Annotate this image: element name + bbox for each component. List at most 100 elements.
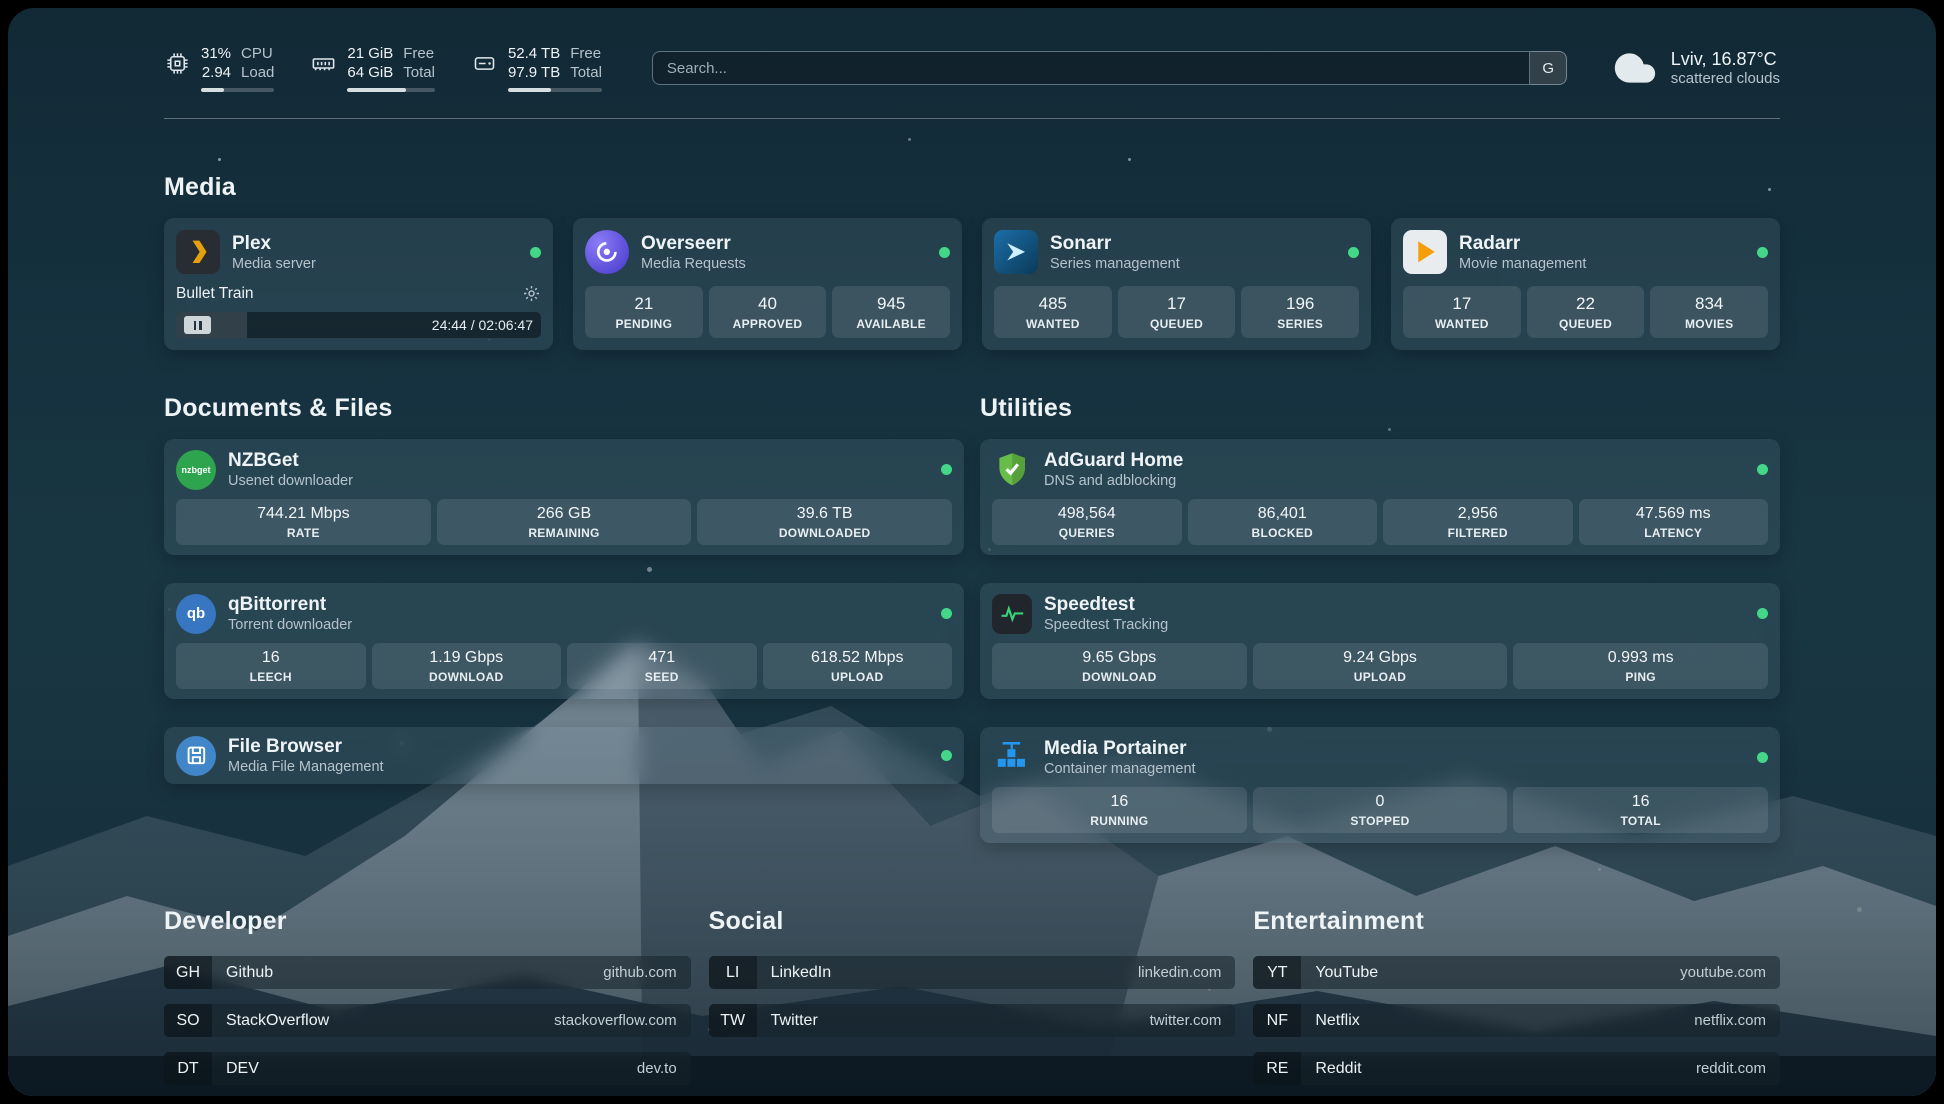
bookmark-dev[interactable]: DT DEV dev.to: [164, 1052, 691, 1085]
disk-total-value: 97.9 TB: [507, 64, 561, 81]
service-description: Container management: [1044, 761, 1196, 777]
stat-upload: 9.24 Gbps UPLOAD: [1252, 643, 1508, 689]
service-name: Radarr: [1459, 232, 1521, 254]
service-card-qbittorrent[interactable]: qb qBittorrent Torrent downloader 16: [164, 583, 964, 699]
sonarr-icon: [994, 230, 1038, 274]
status-dot: [530, 246, 541, 258]
cpu-usage-value: 31%: [201, 45, 232, 62]
stat-approved: 40 APPROVED: [708, 286, 827, 338]
service-description: DNS and adblocking: [1044, 473, 1177, 489]
bookmark-url: reddit.com: [1695, 1060, 1766, 1077]
stat-movies: 834 MOVIES: [1650, 286, 1769, 338]
section-title-documents: Documents & Files: [164, 394, 393, 422]
bookmark-name: Netflix: [1315, 1011, 1360, 1029]
bookmark-netflix[interactable]: NF Netflix netflix.com: [1253, 1004, 1780, 1037]
stat-wanted: 17 WANTED: [1403, 286, 1521, 338]
playback-progress-bar[interactable]: 24:44 / 02:06:47: [176, 312, 541, 338]
plex-icon: [176, 230, 220, 274]
bookmark-reddit[interactable]: RE Reddit reddit.com: [1253, 1052, 1780, 1085]
service-name: Sonarr: [1050, 232, 1112, 254]
bookmark-url: github.com: [603, 964, 677, 981]
settings-gear-icon[interactable]: [522, 284, 541, 303]
nzbget-icon: nzbget: [176, 449, 216, 490]
service-description: Media File Management: [228, 759, 384, 775]
status-dot: [1757, 608, 1768, 619]
service-description: Media server: [232, 255, 316, 272]
service-name: qBittorrent: [228, 594, 327, 615]
section-title-utilities: Utilities: [980, 394, 1073, 422]
overseerr-icon: [585, 230, 629, 274]
service-card-radarr[interactable]: Radarr Movie management 17 WANTED 22 QUE…: [1391, 218, 1780, 350]
status-dot: [941, 608, 952, 619]
cpu-progress-bar: [201, 88, 275, 92]
disk-total-label: Total: [570, 64, 602, 81]
service-name: Plex: [232, 232, 272, 254]
bookmark-group-social: Social LI LinkedIn linkedin.com TW Twitt…: [708, 907, 1236, 1096]
section-title-social: Social: [708, 907, 784, 935]
service-name: AdGuard Home: [1044, 450, 1184, 471]
service-card-portainer[interactable]: Media Portainer Container management 16 …: [980, 727, 1780, 843]
bookmark-abbr: NF: [1253, 1004, 1302, 1037]
bookmark-group-entertainment: Entertainment YT YouTube youtube.com NF …: [1253, 907, 1780, 1096]
cpu-load-label: Load: [241, 64, 275, 81]
service-card-overseerr[interactable]: Overseerr Media Requests 21 PENDING 40 A…: [573, 218, 962, 350]
bookmark-name: StackOverflow: [226, 1011, 330, 1029]
status-dot: [1757, 752, 1768, 763]
service-card-speedtest[interactable]: Speedtest Speedtest Tracking 9.65 Gbps D…: [980, 583, 1780, 699]
bookmark-url: twitter.com: [1149, 1012, 1222, 1029]
radarr-icon: [1403, 230, 1447, 274]
service-card-nzbget[interactable]: nzbget NZBGet Usenet downloader 744.21 M…: [164, 439, 964, 555]
weather-location: Lviv, 16.87°C: [1670, 49, 1777, 69]
bookmark-group-developer: Developer GH Github github.com SO StackO…: [164, 907, 691, 1096]
bookmark-url: linkedin.com: [1137, 964, 1222, 981]
bookmark-youtube[interactable]: YT YouTube youtube.com: [1253, 956, 1780, 989]
status-dot: [939, 246, 950, 258]
memory-total-label: Total: [403, 64, 435, 81]
service-card-filebrowser[interactable]: File Browser Media File Management: [164, 727, 964, 784]
stat-pending: 21 PENDING: [585, 286, 703, 338]
stat-series: 196 SERIES: [1241, 286, 1360, 338]
service-description: Series management: [1050, 255, 1180, 272]
stat-blocked: 86,401 BLOCKED: [1187, 499, 1377, 545]
stat-filtered: 2,956 FILTERED: [1383, 499, 1573, 545]
service-card-sonarr[interactable]: Sonarr Series management 485 WANTED 17 Q…: [982, 218, 1371, 350]
bookmark-abbr: YT: [1253, 956, 1302, 989]
search-provider-button[interactable]: G: [1528, 51, 1567, 85]
disk-free-value: 52.4 TB: [507, 45, 561, 62]
bookmark-abbr: RE: [1253, 1052, 1302, 1085]
status-dot: [1757, 246, 1768, 258]
cpu-usage-label: CPU: [241, 45, 273, 62]
bookmark-stackoverflow[interactable]: SO StackOverflow stackoverflow.com: [164, 1004, 691, 1037]
disk-progress-bar: [507, 88, 602, 92]
service-name: Media Portainer: [1044, 738, 1187, 759]
stat-downloaded: 39.6 TB DOWNLOADED: [697, 499, 953, 545]
status-dot: [941, 750, 952, 761]
disk-icon: [471, 50, 498, 77]
stat-wanted: 485 WANTED: [994, 286, 1112, 338]
cpu-load-value: 2.94: [201, 64, 232, 81]
service-name: Overseerr: [641, 232, 731, 254]
stat-running: 16 RUNNING: [992, 787, 1247, 833]
pause-icon[interactable]: [184, 316, 211, 334]
bookmark-linkedin[interactable]: LI LinkedIn linkedin.com: [708, 956, 1236, 989]
filebrowser-icon: [176, 735, 216, 776]
weather-condition: scattered clouds: [1670, 70, 1780, 87]
topbar-divider: [164, 118, 1780, 119]
dashboard-window: 31% 2.94 CPU Load: [8, 8, 1936, 1096]
service-name: File Browser: [228, 736, 343, 757]
stat-total: 16 TOTAL: [1513, 787, 1769, 833]
bookmark-github[interactable]: GH Github github.com: [164, 956, 691, 989]
bookmark-twitter[interactable]: TW Twitter twitter.com: [708, 1004, 1236, 1037]
service-card-plex[interactable]: Plex Media server Bullet Train: [164, 218, 553, 350]
service-card-adguard[interactable]: AdGuard Home DNS and adblocking 498,564 …: [980, 439, 1780, 555]
search-input[interactable]: [651, 51, 1567, 85]
bookmark-abbr: LI: [708, 956, 757, 989]
bookmark-abbr: TW: [708, 1004, 757, 1037]
stat-rate: 744.21 Mbps RATE: [176, 499, 431, 545]
memory-total-value: 64 GiB: [347, 64, 394, 81]
status-dot: [941, 464, 952, 475]
stat-upload: 618.52 Mbps UPLOAD: [762, 643, 952, 689]
stat-latency: 47.569 ms LATENCY: [1578, 499, 1768, 545]
memory-free-value: 21 GiB: [347, 45, 394, 62]
adguard-shield-icon: [992, 450, 1032, 490]
